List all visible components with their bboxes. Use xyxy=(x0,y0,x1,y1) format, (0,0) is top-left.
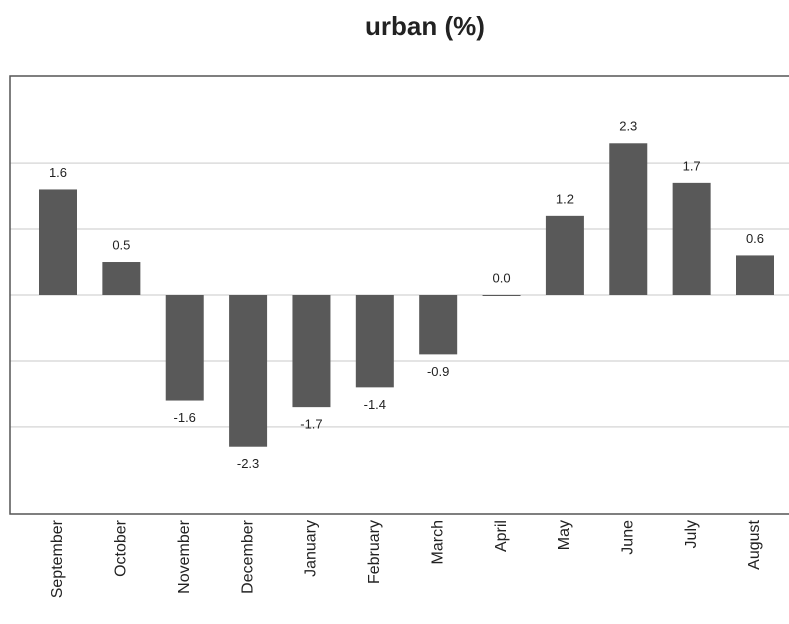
bar xyxy=(609,143,648,295)
x-tick-label: October xyxy=(113,519,130,577)
x-tick-label: September xyxy=(49,519,66,598)
bar xyxy=(102,262,141,295)
bar xyxy=(482,295,521,296)
x-tick-label: April xyxy=(493,520,510,552)
x-tick-label: August xyxy=(746,519,763,569)
value-label: 1.6 xyxy=(49,165,67,180)
plot-frame xyxy=(9,75,789,515)
value-label: 0.5 xyxy=(112,237,130,252)
x-tick-label: May xyxy=(556,520,573,550)
value-label: 1.7 xyxy=(683,158,701,173)
value-label: -1.7 xyxy=(300,417,322,432)
x-tick-label: July xyxy=(683,520,700,548)
bar xyxy=(736,255,774,295)
bar xyxy=(39,189,77,295)
bar xyxy=(292,295,331,408)
x-tick-label: June xyxy=(619,520,636,555)
value-label: 2.3 xyxy=(619,119,637,134)
value-label: 0.0 xyxy=(493,270,511,285)
value-label: -2.3 xyxy=(237,456,259,471)
bar xyxy=(419,295,458,355)
x-tick-label: February xyxy=(366,520,383,584)
value-label: 0.6 xyxy=(746,231,764,246)
value-label: -1.6 xyxy=(174,410,196,425)
chart-title: urban (%) xyxy=(365,11,485,41)
bar xyxy=(229,295,268,447)
bar xyxy=(165,295,204,401)
x-tick-label: December xyxy=(239,519,256,593)
bar xyxy=(672,182,711,295)
value-label: -0.9 xyxy=(427,364,449,379)
x-tick-label: November xyxy=(176,519,193,593)
bar xyxy=(355,295,394,388)
value-label: 1.2 xyxy=(556,191,574,206)
x-tick-label: March xyxy=(429,520,446,564)
x-tick-label: January xyxy=(303,520,320,577)
bar xyxy=(545,215,584,295)
value-label: -1.4 xyxy=(364,397,386,412)
